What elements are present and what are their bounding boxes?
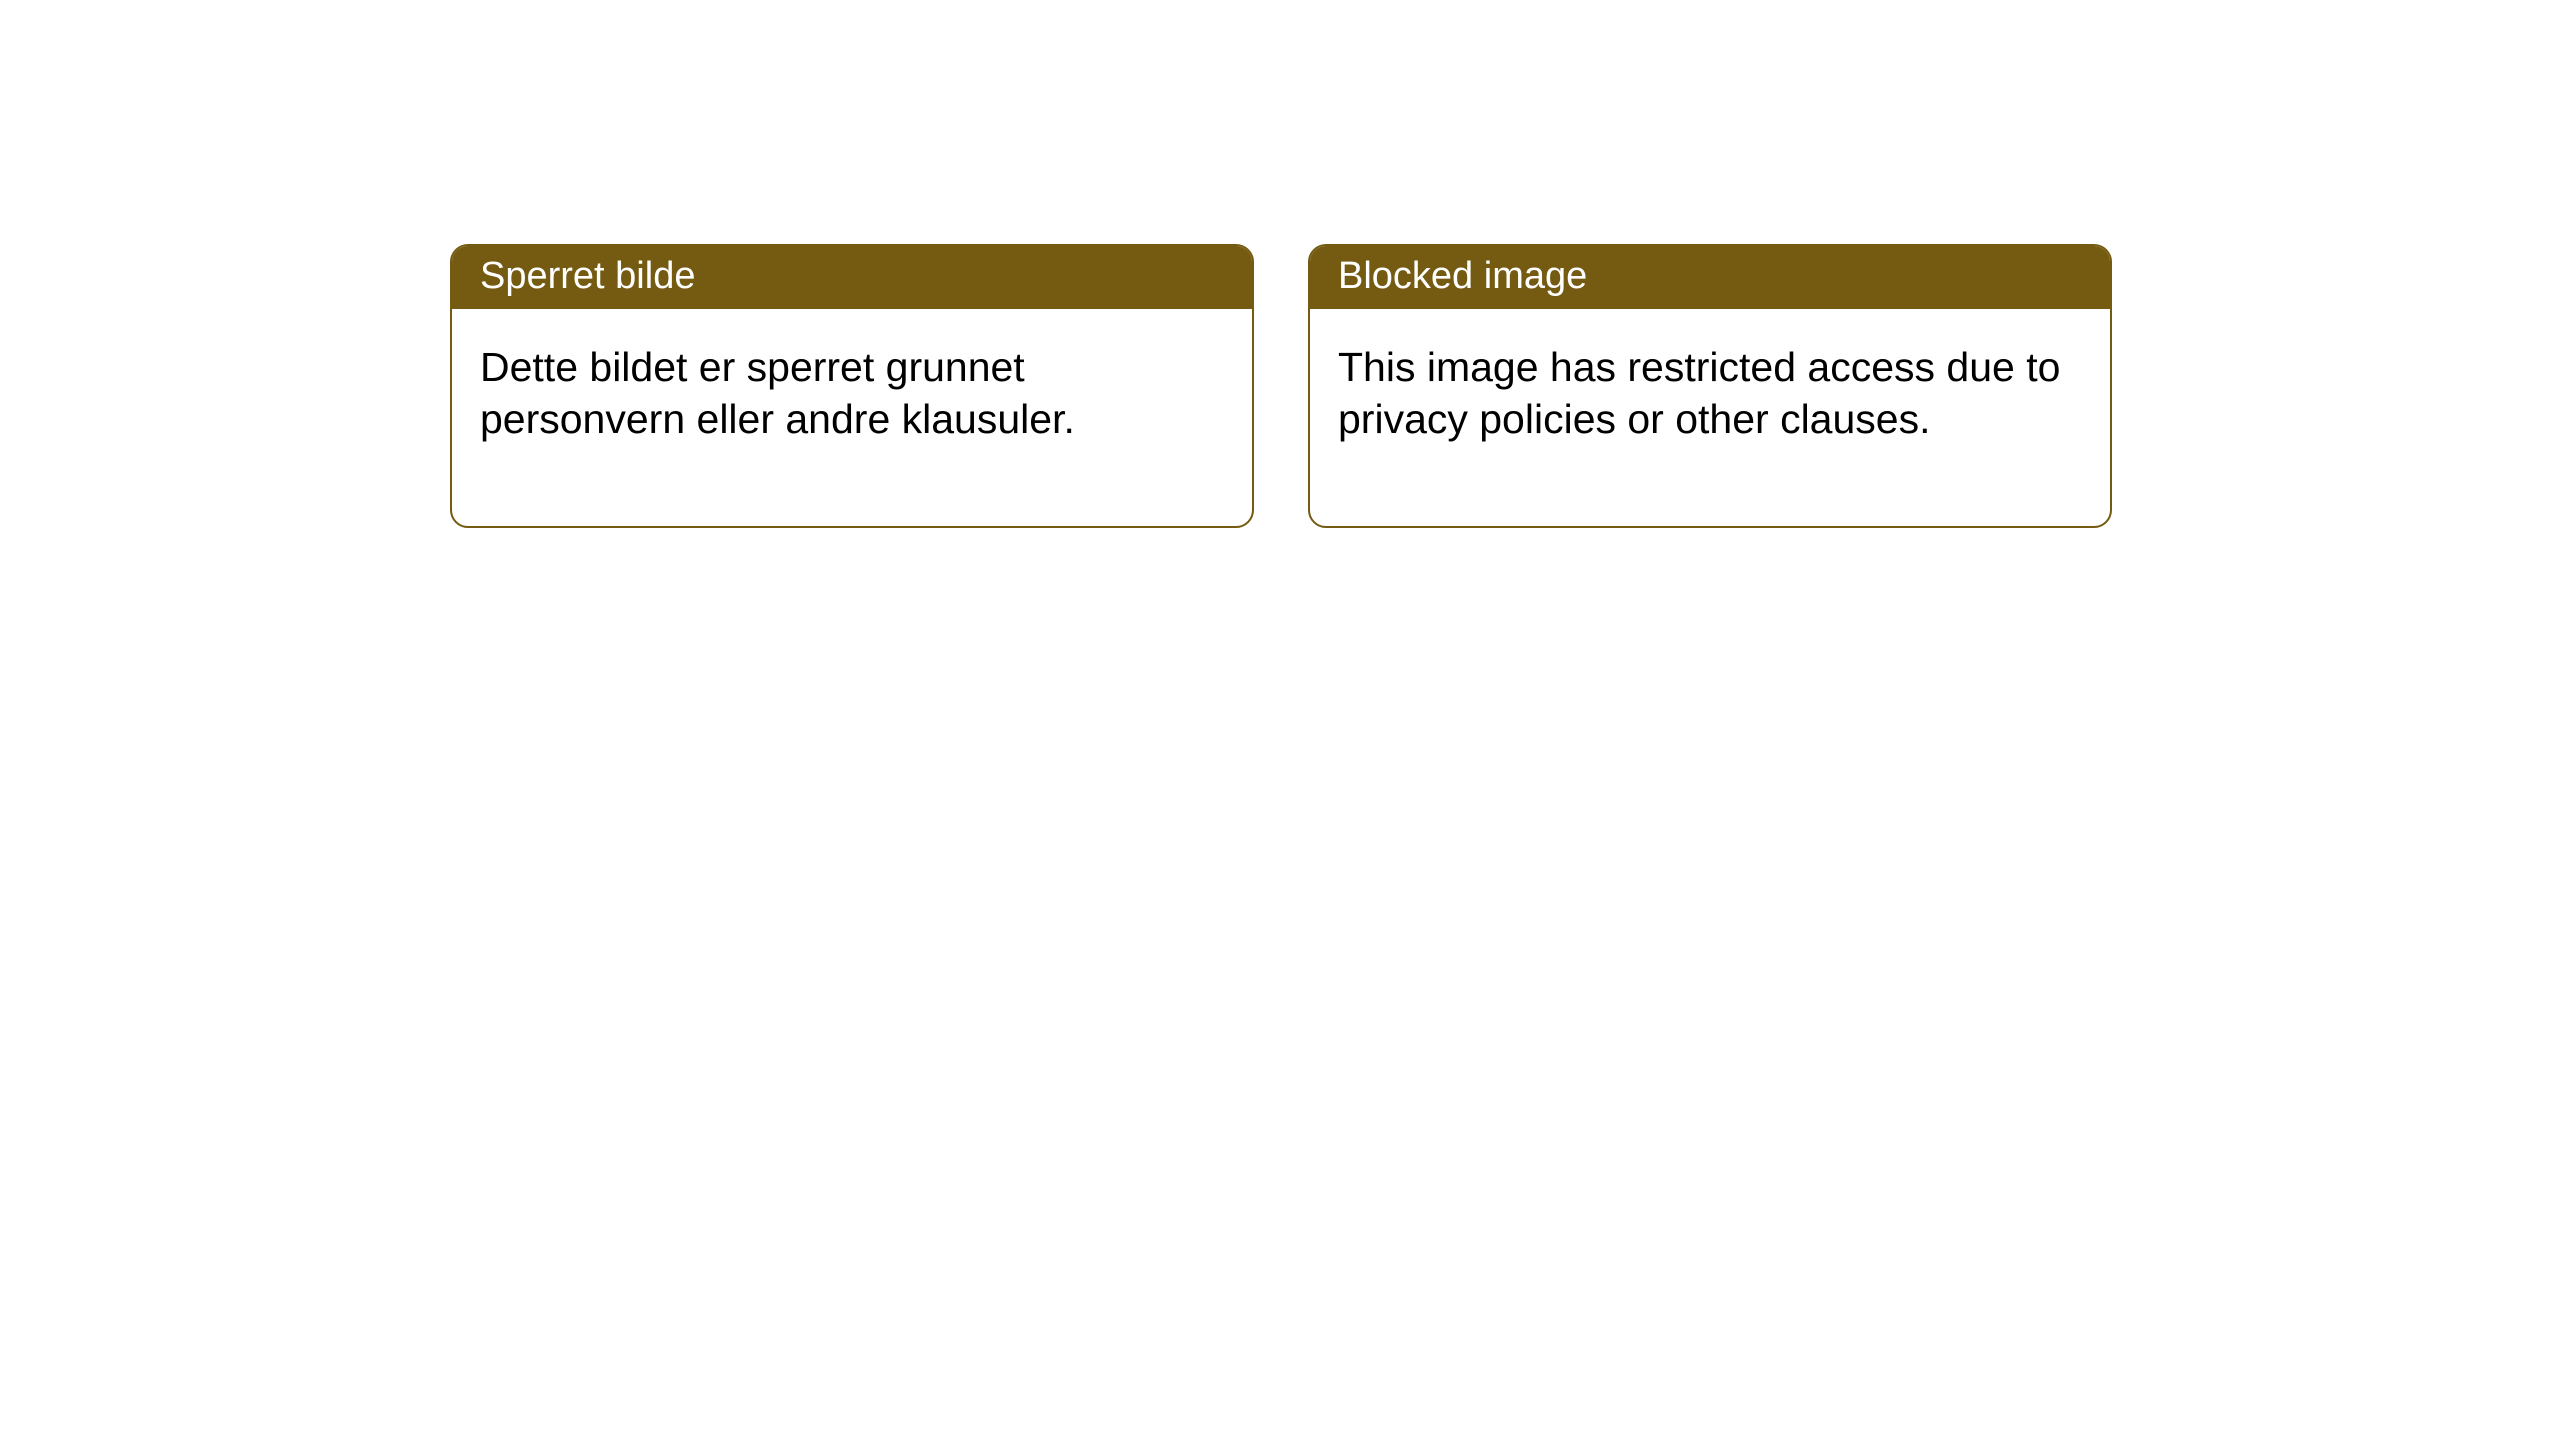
notice-body-norwegian: Dette bildet er sperret grunnet personve…	[452, 309, 1252, 526]
notice-title-english: Blocked image	[1310, 246, 2110, 309]
notice-body-english: This image has restricted access due to …	[1310, 309, 2110, 526]
notice-container: Sperret bilde Dette bildet er sperret gr…	[450, 244, 2112, 528]
notice-box-english: Blocked image This image has restricted …	[1308, 244, 2112, 528]
notice-box-norwegian: Sperret bilde Dette bildet er sperret gr…	[450, 244, 1254, 528]
notice-title-norwegian: Sperret bilde	[452, 246, 1252, 309]
